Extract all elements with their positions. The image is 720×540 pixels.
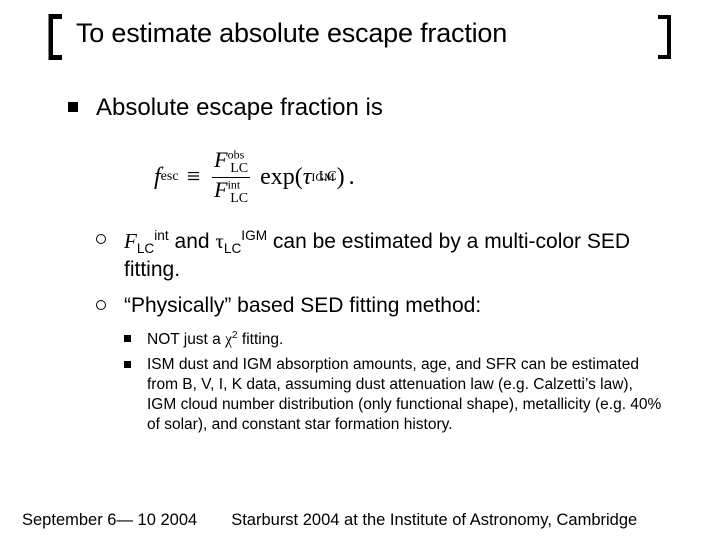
eq-den-sub: LC (230, 191, 248, 206)
l2-text-1: FLCint and τLCIGM can be estimated by a … (124, 227, 666, 284)
eq-num-sym: F (214, 147, 227, 172)
l2-1-tau: τ (215, 229, 223, 253)
footer-venue: Starburst 2004 at the Institute of Astro… (231, 511, 637, 530)
bullet-level-3-item-2: ISM dust and IGM absorption amounts, age… (124, 355, 666, 436)
eq-period: . (349, 164, 355, 191)
square-bullet-icon (68, 102, 78, 112)
l2-text-2: “Physically” based SED fitting method: (124, 293, 481, 319)
equation-block: fesc ≡ FobsLC FintLC exp(τIGMLC) . (68, 134, 666, 227)
eq-frac-num: FobsLC (212, 148, 250, 177)
l3-1-pre: NOT just a (147, 331, 225, 348)
bullet-level-2-item-1: FLCint and τLCIGM can be estimated by a … (96, 227, 666, 284)
bullet-level-2-item-2: “Physically” based SED fitting method: (96, 293, 666, 319)
right-bracket-icon (654, 14, 672, 58)
page-title: To estimate absolute escape fraction (66, 14, 654, 58)
small-square-bullet-icon (124, 335, 131, 342)
l2-1-Fsub: LC (137, 241, 154, 256)
l3-text-1: NOT just a χ2 fitting. (147, 329, 283, 350)
title-bar: To estimate absolute escape fraction (0, 0, 720, 64)
eq-den-sym: F (214, 177, 227, 202)
l2-1-and: and (169, 230, 216, 253)
eq-num-sub: LC (230, 161, 248, 176)
left-bracket-icon (48, 14, 66, 58)
l2-1-tausup: IGM (241, 228, 267, 243)
eq-num-sup: obs (228, 148, 245, 162)
small-square-bullet-icon (124, 361, 131, 368)
equation: fesc ≡ FobsLC FintLC exp(τIGMLC) . (154, 148, 355, 207)
footer-date: September 6— 10 2004 (22, 511, 197, 530)
circle-bullet-icon (96, 234, 106, 244)
eq-tau-sub: LC (319, 169, 337, 185)
l1-text: Absolute escape fraction is (96, 94, 383, 122)
footer: September 6— 10 2004 Starburst 2004 at t… (0, 511, 720, 530)
bullet-level-1: Absolute escape fraction is (68, 94, 666, 122)
eq-exp: exp (260, 164, 295, 191)
eq-lparen: ( (295, 164, 303, 191)
eq-frac-den: FintLC (212, 178, 250, 207)
eq-rparen: ) (337, 164, 345, 191)
bullet-level-3-item-1: NOT just a χ2 fitting. (124, 329, 666, 350)
eq-rel: ≡ (187, 164, 201, 191)
eq-den-sup: int (228, 177, 241, 191)
l3-1-post: fitting. (238, 331, 284, 348)
eq-lhs-sub: esc (161, 169, 179, 185)
circle-bullet-icon (96, 300, 106, 310)
eq-lhs-sym: f (154, 164, 161, 191)
l2-1-F: F (124, 229, 137, 253)
l3-text-2: ISM dust and IGM absorption amounts, age… (147, 355, 666, 436)
l2-1-Fsup: int (154, 228, 168, 243)
l3-1-chi: χ (225, 331, 232, 348)
eq-fraction: FobsLC FintLC (212, 148, 250, 207)
eq-tau: τ (303, 164, 312, 191)
l2-1-tausub: LC (224, 241, 241, 256)
content-area: Absolute escape fraction is fesc ≡ FobsL… (0, 64, 720, 435)
